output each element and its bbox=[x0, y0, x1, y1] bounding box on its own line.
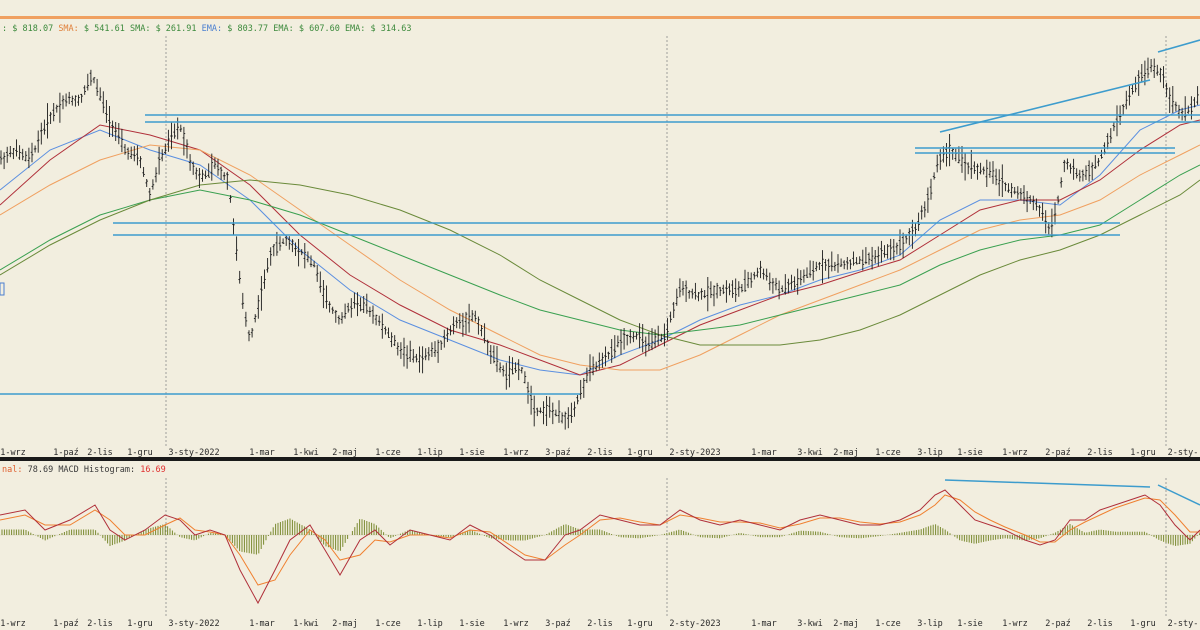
x-tick-label-top-10: 1-sie bbox=[459, 448, 485, 458]
x-tick-label-top-26: 2-sty- bbox=[1168, 448, 1199, 458]
x-tick-label-bottom-18: 2-maj bbox=[833, 619, 859, 629]
x-tick-label-bottom-4: 3-sty-2022 bbox=[168, 619, 219, 629]
x-tick-label-top-5: 1-mar bbox=[249, 448, 275, 458]
x-axis-top: 1-wrz 1-paź 2-lis 1-gru 3-sty-2022 1-mar 1-kwi… bbox=[0, 448, 1198, 458]
header-value-1: $ 541.61 bbox=[84, 24, 130, 34]
x-tick-label-bottom-19: 1-cze bbox=[875, 619, 901, 629]
x-tick-label-top-0: 1-wrz bbox=[0, 448, 26, 458]
x-tick-label-top-24: 2-lis bbox=[1087, 448, 1113, 458]
x-tick-label-bottom-16: 1-mar bbox=[751, 619, 777, 629]
x-tick-label-bottom-12: 3-paź bbox=[545, 619, 571, 629]
x-tick-label-bottom-24: 2-lis bbox=[1087, 619, 1113, 629]
x-tick-label-top-12: 3-paź bbox=[545, 448, 571, 458]
candles bbox=[0, 57, 1199, 430]
macd-trendline-0 bbox=[944, 479, 1151, 488]
macd-trendlines bbox=[944, 479, 1200, 506]
x-tick-label-top-14: 1-gru bbox=[627, 448, 653, 458]
x-tick-label-top-1: 1-paź bbox=[53, 448, 79, 458]
x-tick-label-bottom-21: 1-sie bbox=[957, 619, 983, 629]
x-tick-label-bottom-8: 1-cze bbox=[375, 619, 401, 629]
panel-divider bbox=[0, 457, 1200, 461]
x-tick-label-top-22: 1-wrz bbox=[1002, 448, 1028, 458]
x-tick-label-bottom-22: 1-wrz bbox=[1002, 619, 1028, 629]
x-tick-label-bottom-3: 1-gru bbox=[127, 619, 153, 629]
header-value-2: $ 261.91 bbox=[156, 24, 202, 34]
header-label-2: SMA: bbox=[130, 24, 156, 34]
top-border bbox=[0, 16, 1200, 19]
x-tick-label-top-2: 2-lis bbox=[87, 448, 113, 458]
macd-trendline-1 bbox=[1157, 484, 1200, 506]
x-tick-label-top-25: 1-gru bbox=[1130, 448, 1156, 458]
macd-line bbox=[0, 489, 1200, 605]
header-label-5: EMA: bbox=[345, 24, 371, 34]
signal-line bbox=[0, 494, 1200, 586]
x-tick-label-bottom-9: 1-lip bbox=[417, 619, 443, 629]
x-tick-label-top-13: 2-lis bbox=[587, 448, 613, 458]
trendline-8 bbox=[1157, 39, 1200, 53]
x-tick-label-bottom-0: 1-wrz bbox=[0, 619, 26, 629]
x-tick-label-top-15: 2-sty-2023 bbox=[669, 448, 720, 458]
x-tick-label-bottom-5: 1-mar bbox=[249, 619, 275, 629]
x-axis-bottom: 1-wrz 1-paź 2-lis 1-gru 3-sty-2022 1-mar 1-kwi… bbox=[0, 619, 1198, 629]
x-tick-label-top-8: 1-cze bbox=[375, 448, 401, 458]
x-tick-label-bottom-23: 2-paź bbox=[1045, 619, 1071, 629]
x-tick-label-bottom-14: 1-gru bbox=[627, 619, 653, 629]
x-tick-label-top-21: 1-sie bbox=[957, 448, 983, 458]
x-tick-label-top-6: 1-kwi bbox=[293, 448, 319, 458]
x-tick-label-bottom-11: 1-wrz bbox=[503, 619, 529, 629]
x-tick-label-top-20: 3-lip bbox=[917, 448, 943, 458]
x-tick-label-top-3: 1-gru bbox=[127, 448, 153, 458]
x-tick-label-bottom-25: 1-gru bbox=[1130, 619, 1156, 629]
macd-hist-label: MACD Histogram: bbox=[58, 465, 140, 475]
left-marker bbox=[0, 282, 5, 296]
x-tick-label-top-7: 2-maj bbox=[332, 448, 358, 458]
x-tick-label-top-11: 1-wrz bbox=[503, 448, 529, 458]
header-label-4: EMA: bbox=[273, 24, 299, 34]
header-value-3: $ 803.77 bbox=[227, 24, 273, 34]
header-label-0: : bbox=[2, 24, 12, 34]
x-tick-label-bottom-10: 1-sie bbox=[459, 619, 485, 629]
ma-line-olive bbox=[0, 179, 1200, 346]
x-tick-label-top-18: 2-maj bbox=[833, 448, 859, 458]
x-tick-label-top-17: 3-kwi bbox=[797, 448, 823, 458]
year-separators bbox=[165, 36, 1167, 617]
x-tick-label-bottom-20: 3-lip bbox=[917, 619, 943, 629]
header-value-0: $ 818.07 bbox=[12, 24, 58, 34]
header-value-5: $ 314.63 bbox=[371, 24, 412, 34]
x-tick-label-bottom-15: 2-sty-2023 bbox=[669, 619, 720, 629]
macd-histogram bbox=[1, 518, 1200, 555]
x-tick-label-top-4: 3-sty-2022 bbox=[168, 448, 219, 458]
header-label-3: EMA: bbox=[202, 24, 228, 34]
x-tick-label-bottom-26: 2-sty- bbox=[1168, 619, 1199, 629]
macd-hist-value: 16.69 bbox=[140, 465, 166, 475]
indicator-header: : $ 818.07 SMA: $ 541.61 SMA: $ 261.91 E… bbox=[2, 24, 411, 34]
trendline-7 bbox=[939, 79, 1151, 133]
x-tick-label-bottom-6: 1-kwi bbox=[293, 619, 319, 629]
x-tick-label-top-16: 1-mar bbox=[751, 448, 777, 458]
x-tick-label-top-19: 1-cze bbox=[875, 448, 901, 458]
trendlines bbox=[0, 39, 1200, 395]
ma-line-orange bbox=[0, 144, 1200, 371]
macd-header: nal: 78.69 MACD Histogram: 16.69 bbox=[2, 465, 166, 475]
x-tick-label-bottom-7: 2-maj bbox=[332, 619, 358, 629]
x-tick-label-bottom-1: 1-paź bbox=[53, 619, 79, 629]
macd-signal-value: 78.69 bbox=[28, 465, 59, 475]
macd-signal-label: nal: bbox=[2, 465, 28, 475]
x-tick-label-bottom-13: 2-lis bbox=[587, 619, 613, 629]
x-tick-label-bottom-17: 3-kwi bbox=[797, 619, 823, 629]
header-label-1: SMA: bbox=[58, 24, 84, 34]
x-tick-label-top-23: 2-paź bbox=[1045, 448, 1071, 458]
macd-lines bbox=[0, 489, 1200, 605]
x-tick-label-top-9: 1-lip bbox=[417, 448, 443, 458]
x-tick-label-bottom-2: 2-lis bbox=[87, 619, 113, 629]
header-value-4: $ 607.60 bbox=[299, 24, 345, 34]
